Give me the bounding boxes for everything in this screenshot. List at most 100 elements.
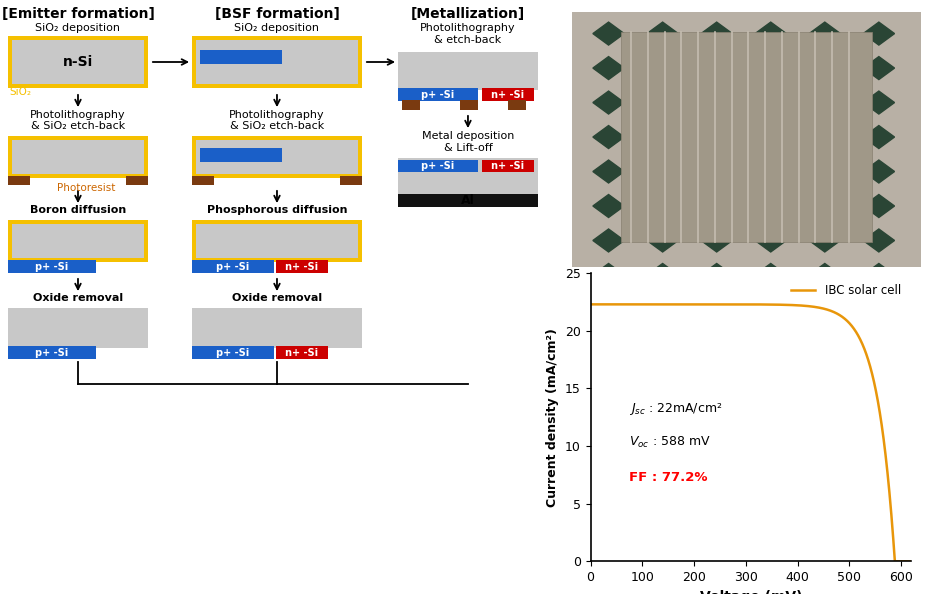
Polygon shape [647,229,678,252]
Bar [398,160,478,172]
Line: IBC solar cell: IBC solar cell [591,304,911,561]
Polygon shape [863,160,895,183]
IBC solar cell [733,301,744,308]
Text: [Emitter formation]: [Emitter formation] [2,7,154,21]
Bar [8,346,96,359]
Text: n+ -Si: n+ -Si [491,90,525,100]
Polygon shape [592,264,624,286]
Bar [12,140,144,174]
Text: n-Si: n-Si [63,55,93,69]
Bar [192,346,274,359]
Text: p+ -Si: p+ -Si [35,261,69,271]
Bar [8,308,148,348]
Polygon shape [809,56,841,80]
Bar [398,88,478,101]
Bar [398,158,538,194]
Polygon shape [701,229,733,252]
Bar [196,40,358,84]
Text: Phosphorous diffusion: Phosphorous diffusion [206,205,347,215]
Polygon shape [538,229,570,252]
Bar [200,50,282,64]
IBC solar cell [838,314,849,321]
Polygon shape [538,22,570,45]
Polygon shape [863,264,895,286]
Polygon shape [647,160,678,183]
Polygon shape [701,125,733,148]
Polygon shape [592,160,624,183]
Bar [126,176,148,185]
Bar [508,100,526,110]
Text: Oxide removal: Oxide removal [232,293,322,303]
Text: Al: Al [461,194,475,207]
Bar [192,176,214,185]
Bar [8,136,148,178]
Polygon shape [538,194,570,217]
IBC solar cell [602,301,613,308]
Text: [Metallization]: [Metallization] [411,7,525,21]
Bar [192,36,362,88]
Bar [8,36,148,88]
IBC solar cell [741,301,752,308]
Bar [621,32,872,242]
Bar [12,224,144,258]
Polygon shape [863,229,895,252]
Bar [192,308,362,348]
Polygon shape [755,56,787,80]
Polygon shape [538,125,570,148]
Text: FF : 77.2%: FF : 77.2% [629,470,708,484]
Polygon shape [647,22,678,45]
Text: & SiO₂ etch-back: & SiO₂ etch-back [31,121,126,131]
Polygon shape [755,22,787,45]
Text: Photoresist: Photoresist [57,183,115,193]
Text: Photolithography: Photolithography [420,23,516,33]
IBC solar cell [889,558,900,565]
Text: Metal deposition: Metal deposition [422,131,514,141]
Polygon shape [647,194,678,217]
Polygon shape [863,22,895,45]
Polygon shape [647,91,678,114]
Text: [BSF formation]: [BSF formation] [215,7,339,21]
Polygon shape [755,125,787,148]
Bar [398,52,538,90]
Text: $V_{oc}$ : 588 mV: $V_{oc}$ : 588 mV [629,435,711,450]
Bar [276,346,328,359]
Text: Photolithography: Photolithography [30,110,126,120]
Bar [460,100,478,110]
Text: Boron diffusion: Boron diffusion [30,205,126,215]
Text: & SiO₂ etch-back: & SiO₂ etch-back [230,121,324,131]
Polygon shape [755,264,787,286]
Polygon shape [863,91,895,114]
Polygon shape [863,56,895,80]
Text: n+ -Si: n+ -Si [491,161,525,171]
Bar [398,194,538,207]
Text: SiO₂ deposition: SiO₂ deposition [234,23,320,33]
Text: Photolithography: Photolithography [229,110,325,120]
Text: p+ -Si: p+ -Si [421,161,455,171]
Polygon shape [755,160,787,183]
Polygon shape [647,125,678,148]
X-axis label: Voltage (mV): Voltage (mV) [699,590,803,594]
Polygon shape [701,194,733,217]
IBC solar cell [897,558,908,565]
Bar [8,176,30,185]
Polygon shape [592,22,624,45]
Bar [398,52,538,90]
Text: p+ -Si: p+ -Si [217,347,249,358]
Polygon shape [538,264,570,286]
Text: & Lift-off: & Lift-off [444,143,492,153]
Bar [482,88,534,101]
Polygon shape [863,125,895,148]
Bar [200,148,282,162]
Text: n+ -Si: n+ -Si [286,261,319,271]
IBC solar cell [585,301,596,308]
Text: $J_{sc}$ : 22mA/cm²: $J_{sc}$ : 22mA/cm² [629,400,723,416]
Polygon shape [755,194,787,217]
Text: n+ -Si: n+ -Si [286,347,319,358]
Polygon shape [592,91,624,114]
Bar [192,136,362,178]
Text: & etch-back: & etch-back [434,35,501,45]
Bar [482,160,534,172]
Text: p+ -Si: p+ -Si [421,90,455,100]
Polygon shape [701,160,733,183]
Polygon shape [701,56,733,80]
